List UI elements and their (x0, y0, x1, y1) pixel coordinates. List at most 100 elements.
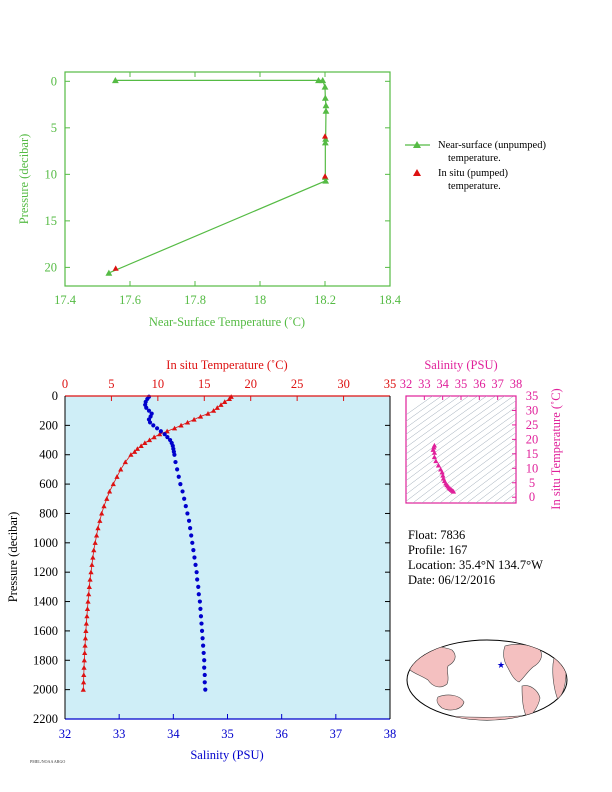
salinity-tick-label: 37 (330, 727, 343, 741)
temperature-profile-point (226, 396, 232, 402)
temperature-profile-point (81, 657, 87, 663)
temperature-profile-point (87, 576, 93, 582)
legend-unpumped-label-2: temperature. (448, 153, 501, 164)
salinity-profile-point (195, 577, 200, 582)
top-y-axis-label: Pressure (decibar) (17, 134, 31, 225)
density-contour (502, 492, 516, 503)
salinity-profile-point (175, 467, 180, 472)
density-contour (406, 396, 488, 455)
salinity-profile-point (147, 420, 153, 425)
temperature-profile-point (142, 440, 148, 446)
ts-y-tick-label: 20 (526, 432, 539, 446)
ts-y-tick-label: 5 (529, 476, 535, 490)
temperature-profile-point (86, 584, 92, 589)
pressure-tick-label: 1400 (33, 595, 58, 609)
temperature-profile-point (134, 446, 141, 451)
main-top-axis-label: In situ Temperature (˚C) (166, 358, 287, 372)
unpumped-temperature-marker (321, 83, 329, 90)
density-contour (412, 425, 516, 503)
ts-y-axis-label: In situ Temperature (˚C) (549, 388, 563, 509)
salinity-profile-point (202, 665, 207, 670)
pressure-tick-label: 0 (52, 389, 58, 403)
temperature-profile-point (214, 405, 220, 410)
pressure-tick-label: 400 (39, 448, 58, 462)
legend: Near-surface (unpumped) temperature. In … (405, 140, 546, 192)
salinity-tick-label: 38 (384, 727, 397, 741)
salinity-profile-point (180, 489, 185, 494)
map-land-australia (436, 694, 465, 711)
ts-x-tick-label: 35 (455, 377, 468, 391)
density-contour (406, 396, 470, 442)
top-x-tick-label: 17.8 (184, 293, 206, 307)
temperature-profile-point (99, 510, 105, 516)
temperature-profile-point (197, 413, 204, 419)
salinity-profile-point (154, 426, 160, 431)
temperature-profile-point (92, 540, 98, 545)
pressure-tick-label: 1600 (33, 624, 58, 638)
temperature-profile-point (82, 642, 88, 648)
unpumped-temperature-marker (321, 139, 329, 146)
map-land-south-america (521, 685, 541, 719)
ts-y-tick-label: 0 (529, 490, 535, 504)
ts-y-tick-label: 15 (526, 447, 539, 461)
salinity-profile-point (196, 584, 201, 589)
temperature-profile-point (83, 620, 89, 626)
salinity-profile-point (189, 533, 194, 538)
temperature-profile-point (178, 422, 184, 428)
profile-date: Date: 06/12/2016 (408, 573, 496, 587)
temperature-profile-point (85, 598, 91, 604)
temperature-profile-point (81, 672, 87, 678)
ts-point (431, 454, 438, 460)
ts-y-tick-label: 30 (526, 403, 539, 417)
temperature-profile-point (157, 431, 163, 437)
temperature-profile-point (114, 474, 120, 479)
temperature-profile-point (118, 466, 124, 472)
density-contour (466, 465, 516, 503)
salinity-profile-point (199, 621, 204, 626)
temperature-profile-point (128, 452, 134, 457)
temperature-profile-point (132, 449, 138, 454)
legend-unpumped-label: Near-surface (unpumped) (438, 140, 546, 151)
top-x-tick-label: 17.6 (119, 293, 141, 307)
temperature-profile-point (82, 650, 88, 656)
density-contour (493, 485, 516, 503)
temperature-profile-point (104, 496, 110, 501)
temperature-tick-label: 20 (244, 377, 257, 391)
unpumped-temperature-marker (105, 269, 113, 276)
ts-x-tick-label: 36 (473, 377, 486, 391)
salinity-profile-point (203, 687, 208, 692)
density-contour (475, 472, 516, 503)
temperature-profile-point (205, 411, 211, 416)
temperature-profile-point (151, 434, 157, 440)
temperature-profile-point (106, 488, 113, 494)
density-contour (484, 478, 516, 503)
ts-point (450, 488, 457, 494)
salinity-profile-point (151, 423, 156, 428)
salinity-profile-point (185, 511, 190, 516)
pressure-tick-label: 600 (39, 477, 58, 491)
top-y-tick-label: 20 (45, 260, 58, 274)
salinity-profile-point (191, 548, 196, 553)
temperature-profile-point (95, 525, 101, 531)
salinity-profile-point (178, 481, 183, 487)
density-contour (406, 419, 516, 502)
salinity-profile-point (201, 650, 206, 656)
temperature-tick-label: 30 (337, 377, 350, 391)
unpumped-temperature-marker (322, 135, 330, 142)
legend-pumped-label-2: temperature. (448, 181, 501, 192)
temperature-profile-point (97, 518, 103, 523)
ts-point (435, 462, 442, 468)
profile-chart: 32 33 34 35 36 37 38 0 5 10 15 20 25 30 35 0 200 400 600 80… (6, 358, 396, 762)
top-x-tick-label: 18.4 (379, 293, 402, 307)
top-x-tick-label: 17.4 (54, 293, 77, 307)
main-plot-background (65, 396, 390, 719)
salinity-profile-point (197, 599, 202, 604)
temperature-tick-label: 0 (62, 377, 68, 391)
float-info: Float: 7836 Profile: 167 Location: 35.4°… (408, 528, 543, 588)
temperature-profile-point (171, 425, 178, 431)
top-y-tick-label: 15 (45, 214, 58, 228)
legend-unpumped-marker (413, 141, 421, 148)
salinity-profile-point (176, 474, 181, 479)
density-contour (457, 458, 516, 503)
legend-pumped-label: In situ (pumped) (438, 168, 508, 179)
